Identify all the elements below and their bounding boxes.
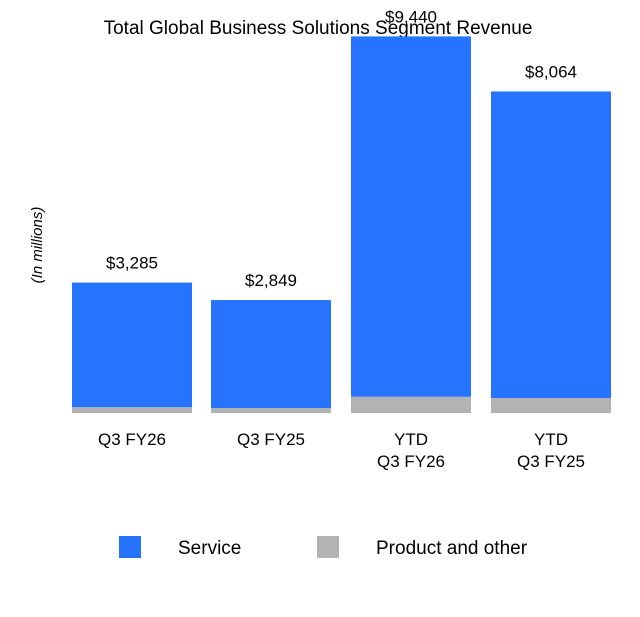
bar-segment-service-2 bbox=[351, 36, 471, 397]
legend-label-0: Service bbox=[178, 538, 241, 559]
total-label-0: $3,285 bbox=[106, 254, 158, 273]
legend: Service Product and other bbox=[119, 536, 528, 559]
x-tick-labels: Q3 FY26 Q3 FY25 YTD Q3 FY26 YTD Q3 FY25 bbox=[98, 430, 585, 471]
x-tick-label-3-1: Q3 FY25 bbox=[517, 452, 585, 471]
bar-segment-service-0 bbox=[72, 282, 192, 408]
x-tick-label-0-0: Q3 FY26 bbox=[98, 430, 166, 449]
total-label-1: $2,849 bbox=[245, 271, 297, 290]
bar-segment-product-and-other-0 bbox=[72, 407, 192, 414]
x-tick-label-1-0: Q3 FY25 bbox=[237, 430, 305, 449]
chart-title: Total Global Business Solutions Segment … bbox=[104, 18, 533, 39]
bar-segment-product-and-other-3 bbox=[491, 398, 611, 414]
bar-segment-product-and-other-2 bbox=[351, 396, 471, 414]
x-tick-label-3-0: YTD bbox=[534, 430, 568, 449]
legend-label-1: Product and other bbox=[376, 538, 528, 559]
legend-swatch-0 bbox=[119, 536, 141, 558]
y-axis-label: (In millions) bbox=[29, 207, 46, 284]
x-tick-label-2-1: Q3 FY26 bbox=[377, 452, 445, 471]
legend-swatch-1 bbox=[317, 536, 339, 558]
bar-segment-service-3 bbox=[491, 91, 611, 398]
bar-segment-product-and-other-1 bbox=[211, 408, 331, 414]
total-label-3: $8,064 bbox=[525, 62, 577, 81]
x-tick-label-2-0: YTD bbox=[394, 430, 428, 449]
bars-layer bbox=[72, 36, 611, 414]
bar-segment-service-1 bbox=[211, 300, 331, 408]
totals-layer: $3,285 $2,849 $9,440 $8,064 bbox=[106, 7, 577, 290]
total-label-2: $9,440 bbox=[385, 7, 437, 26]
